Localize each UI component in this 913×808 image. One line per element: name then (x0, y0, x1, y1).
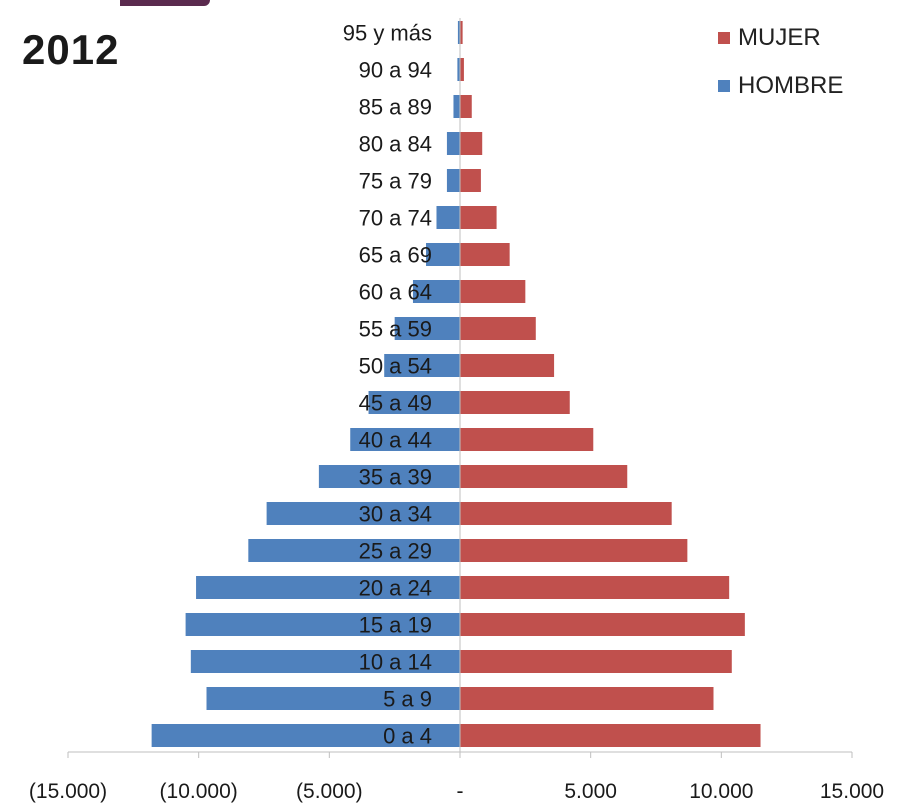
category-label-7: 35 a 39 (359, 465, 432, 490)
x-tick-label-3: - (457, 780, 464, 803)
bar-mujer-2 (460, 650, 732, 673)
bar-hombre-14 (436, 206, 460, 229)
bar-hombre-19 (457, 21, 460, 44)
bar-hombre-16 (446, 132, 460, 155)
category-label-6: 30 a 34 (359, 502, 432, 527)
legend: MUJER HOMBRE (718, 24, 843, 120)
bar-mujer-15 (460, 169, 481, 192)
bar-mujer-17 (460, 95, 472, 118)
bar-mujer-18 (460, 58, 464, 81)
bar-hombre-5 (248, 539, 460, 562)
bar-hombre-12 (412, 280, 460, 303)
legend-label-mujer: MUJER (738, 24, 821, 51)
x-tick-label-5: 10.000 (689, 780, 753, 803)
chart-title: 2012 (22, 26, 120, 73)
bar-mujer-19 (460, 21, 463, 44)
legend-item-mujer: MUJER (718, 24, 843, 52)
bar-hombre-15 (446, 169, 460, 192)
category-label-0: 0 a 4 (383, 724, 432, 749)
x-tick-label-0: (15.000) (29, 780, 107, 803)
category-label-18: 90 a 94 (359, 58, 432, 83)
bar-hombre-2 (190, 650, 460, 673)
category-label-12: 60 a 64 (359, 280, 432, 305)
bar-mujer-10 (460, 354, 555, 377)
bar-mujer-8 (460, 428, 594, 451)
bar-mujer-13 (460, 243, 510, 266)
category-label-1: 5 a 9 (383, 687, 432, 712)
bar-hombre-3 (185, 613, 460, 636)
category-label-2: 10 a 14 (359, 650, 432, 675)
bar-mujer-6 (460, 502, 672, 525)
x-tick-label-4: 5.000 (564, 780, 617, 803)
x-tick-label-1: (10.000) (160, 780, 238, 803)
category-label-17: 85 a 89 (359, 95, 432, 120)
x-tick-label-6: 15.000 (820, 780, 884, 803)
bar-hombre-8 (350, 428, 460, 451)
category-label-5: 25 a 29 (359, 539, 432, 564)
category-label-16: 80 a 84 (359, 132, 432, 157)
bar-mujer-3 (460, 613, 745, 636)
bar-hombre-18 (457, 58, 460, 81)
bar-hombre-1 (206, 687, 460, 710)
legend-swatch-mujer (718, 32, 730, 44)
bar-hombre-13 (426, 243, 460, 266)
bar-hombre-4 (196, 576, 460, 599)
bar-mujer-16 (460, 132, 483, 155)
bar-mujer-14 (460, 206, 497, 229)
category-label-8: 40 a 44 (359, 428, 432, 453)
legend-item-hombre: HOMBRE (718, 72, 843, 100)
bar-mujer-0 (460, 724, 761, 747)
x-tick-label-2: (5.000) (296, 780, 363, 803)
bar-hombre-6 (266, 502, 460, 525)
category-label-19: 95 y más (343, 21, 432, 46)
bar-hombre-9 (368, 391, 460, 414)
category-label-14: 70 a 74 (359, 206, 432, 231)
category-label-9: 45 a 49 (359, 391, 432, 416)
bar-mujer-11 (460, 317, 536, 340)
legend-label-hombre: HOMBRE (738, 72, 844, 99)
bar-mujer-5 (460, 539, 688, 562)
bar-hombre-10 (384, 354, 460, 377)
bar-mujer-12 (460, 280, 526, 303)
bar-mujer-7 (460, 465, 628, 488)
corner-tab-decoration (120, 0, 210, 6)
bar-mujer-9 (460, 391, 570, 414)
category-label-13: 65 a 69 (359, 243, 432, 268)
category-label-4: 20 a 24 (359, 576, 432, 601)
category-label-15: 75 a 79 (359, 169, 432, 194)
category-label-11: 55 a 59 (359, 317, 432, 342)
bar-hombre-0 (151, 724, 461, 747)
bar-hombre-17 (453, 95, 460, 118)
legend-swatch-hombre (718, 80, 730, 92)
bar-hombre-11 (394, 317, 460, 340)
category-label-10: 50 a 54 (359, 354, 432, 379)
bar-hombre-7 (318, 465, 460, 488)
category-label-3: 15 a 19 (359, 613, 432, 638)
bar-mujer-4 (460, 576, 730, 599)
bar-mujer-1 (460, 687, 714, 710)
